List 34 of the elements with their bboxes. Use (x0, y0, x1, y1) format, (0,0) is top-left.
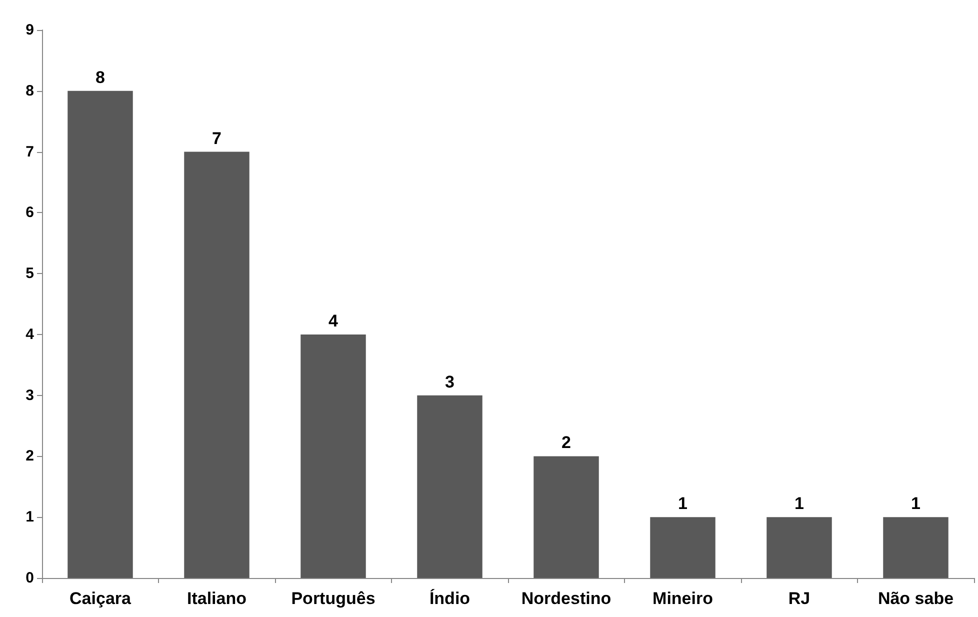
x-tick-label: Mineiro (652, 589, 713, 608)
y-tick-label: 9 (26, 22, 34, 38)
x-tick-label: Caiçara (70, 589, 132, 608)
data-label: 1 (911, 494, 920, 514)
y-tick-label: 5 (26, 265, 34, 282)
data-label: 1 (794, 494, 804, 514)
y-tick-label: 1 (26, 508, 34, 526)
y-tick-label: 0 (26, 570, 34, 586)
y-tick-label: 6 (26, 204, 34, 222)
x-tick-label: RJ (788, 589, 810, 608)
x-tick-label: Nordestino (521, 589, 612, 608)
bar (883, 517, 948, 578)
x-tick-label: Não sabe (878, 589, 954, 608)
data-label: 8 (96, 68, 105, 87)
x-tick-label: Português (291, 589, 376, 608)
data-label: 2 (562, 433, 571, 452)
data-label: 1 (678, 494, 688, 514)
bar (300, 334, 366, 578)
y-tick-label: 8 (26, 82, 34, 100)
bar (766, 517, 832, 578)
bar (650, 517, 716, 578)
x-tick-label: Italiano (186, 589, 247, 608)
y-tick-label: 7 (26, 143, 34, 160)
y-tick-label: 2 (26, 448, 34, 465)
y-tick-label: 4 (26, 326, 35, 343)
data-label: 4 (328, 311, 339, 330)
bar (534, 456, 599, 578)
x-tick-label: Índio (429, 588, 470, 608)
bar (184, 152, 250, 578)
bar (68, 90, 133, 578)
bar (417, 395, 482, 578)
data-label: 7 (212, 128, 222, 148)
y-tick-label: 3 (26, 386, 34, 404)
data-label: 3 (445, 372, 454, 392)
